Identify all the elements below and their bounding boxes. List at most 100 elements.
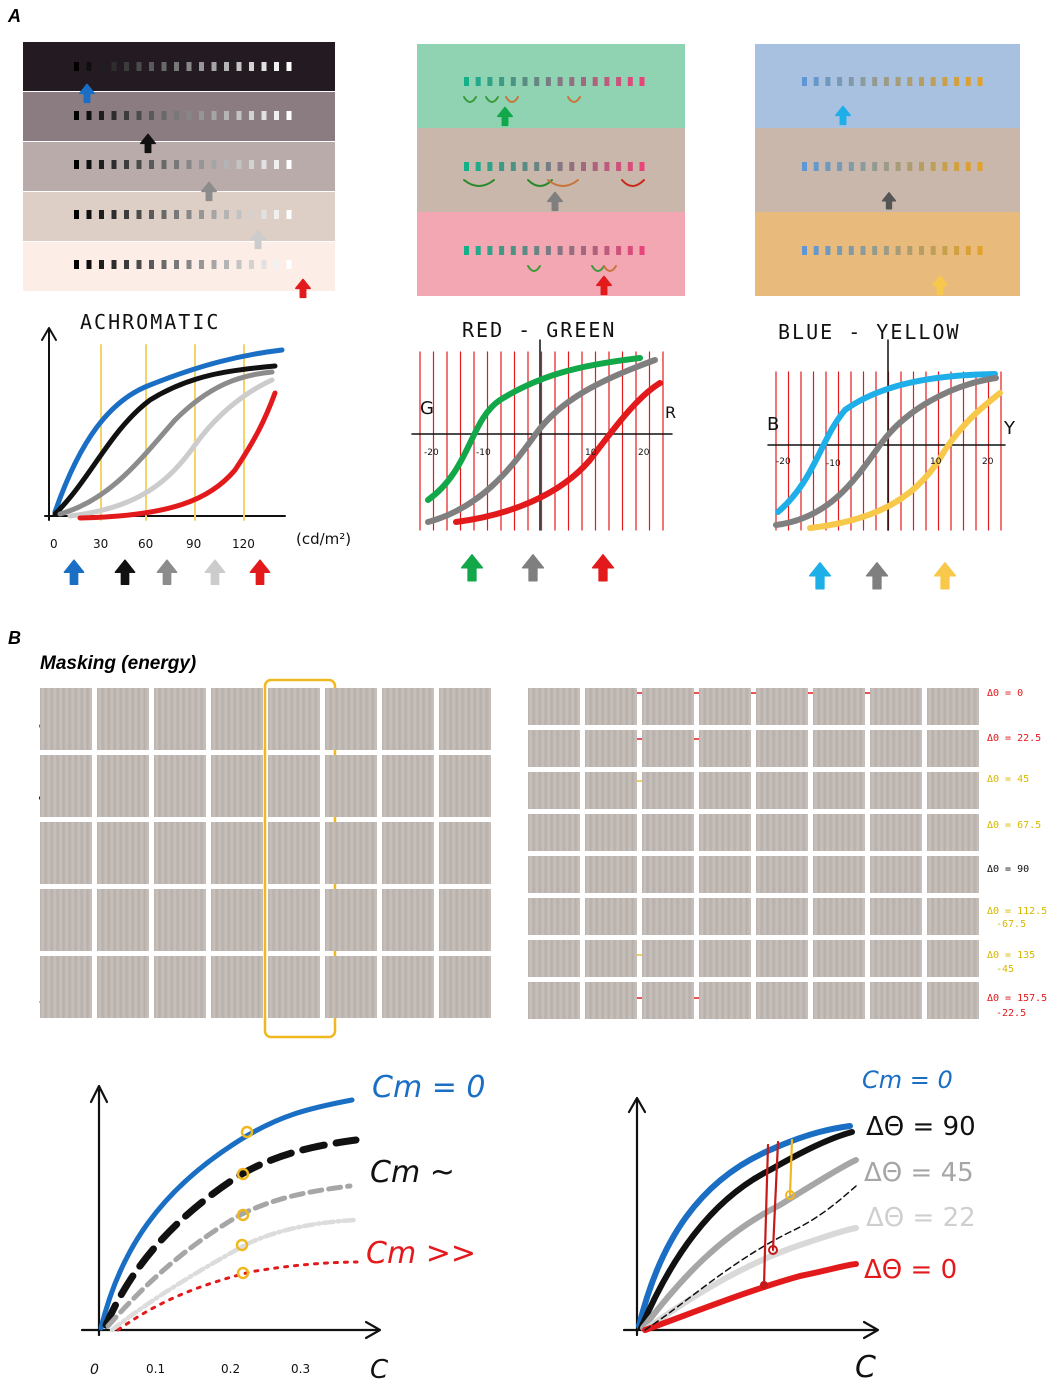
- orientation-grating-cell-r7-c5: [756, 940, 808, 977]
- achromatic-square-row2-11: [211, 111, 217, 120]
- right-x-axis-label: C: [855, 1350, 876, 1385]
- contrast-grating-cell-r1-c6: [325, 688, 377, 750]
- orientation-grating-cell-r3-c3: [642, 772, 694, 809]
- achromatic-square-row3-14: [249, 160, 254, 169]
- achromatic-square-row4-14: [249, 210, 254, 219]
- dtheta-label-22: ΔΘ = 22.5: [987, 733, 1042, 744]
- orientation-grating-cell-r3-c2: [585, 772, 637, 809]
- rg-square-row3-14: [627, 246, 633, 255]
- rg-square-row3-4: [510, 246, 516, 255]
- achromatic-square-row5-6: [149, 260, 154, 269]
- orientation-grating-cell-r7-c4: [699, 940, 751, 977]
- achromatic-square-row1-5: [136, 62, 142, 71]
- contrast-grating-cell-r3-c6: [325, 822, 377, 884]
- orientation-grating-cell-r7-c6: [813, 940, 865, 977]
- orientation-grating-cell-r2-c1: [528, 730, 580, 767]
- rg-square-row2-13: [616, 162, 622, 171]
- orientation-masking-grating-grid: [528, 688, 979, 1028]
- by-square-row2-4: [848, 162, 854, 171]
- rg-transition-arc-7: [547, 179, 579, 187]
- achromatic-curve-red: [77, 390, 278, 521]
- rg-square-row2-12: [604, 162, 610, 171]
- left-curve-lightgray: [109, 1217, 358, 1333]
- by-curve-blue: [775, 371, 998, 515]
- by-square-row3-8: [895, 246, 901, 255]
- by-square-row1-13: [954, 77, 960, 86]
- achromatic-square-row1-6: [149, 62, 154, 71]
- rg-transition-arc-1: [463, 96, 477, 103]
- contrast-grating-cell-r4-c1: [40, 889, 92, 951]
- rg-square-row1-9: [569, 77, 575, 86]
- by-square-row3-1: [813, 246, 819, 255]
- achromatic-square-row3-13: [236, 160, 242, 169]
- contrast-grating-cell-r4-c8: [439, 889, 491, 951]
- achromatic-square-row4-3: [111, 210, 117, 219]
- by-legend-arrow-blue: [808, 562, 832, 590]
- orientation-grating-cell-r6-c6: [813, 898, 865, 935]
- achromatic-square-row1-0: [74, 62, 79, 71]
- orientation-grating-cell-r1-c5: [756, 688, 808, 725]
- achromatic-square-row1-14: [249, 62, 254, 71]
- right-plot-y-arrowhead: [627, 1096, 647, 1114]
- achromatic-title: ACHROMATIC: [80, 310, 221, 334]
- rg-curve-green: [425, 355, 643, 503]
- achromatic-square-row2-0: [74, 111, 79, 120]
- orientation-grating-cell-r4-c2: [585, 814, 637, 851]
- achromatic-square-row4-11: [211, 210, 217, 219]
- rg-square-row3-5: [522, 246, 528, 255]
- by-square-row3-11: [930, 246, 936, 255]
- by-square-row1-1: [813, 77, 819, 86]
- achromatic-square-row5-2: [99, 260, 104, 269]
- by-square-row2-9: [907, 162, 913, 171]
- rg-square-row2-5: [522, 162, 528, 171]
- rg-transition-arc-8: [621, 179, 645, 187]
- achromatic-square-row1-8: [174, 62, 179, 71]
- orientation-grating-cell-r1-c7: [870, 688, 922, 725]
- contrast-grating-cell-r4-c7: [382, 889, 434, 951]
- dtheta-label-45: ΔΘ = 45: [987, 774, 1030, 785]
- by-arrow-mid: [881, 192, 897, 210]
- achromatic-xtick-60: 60: [138, 537, 154, 551]
- orientation-grating-cell-r4-c6: [813, 814, 865, 851]
- orientation-grating-cell-r5-c4: [699, 856, 751, 893]
- achromatic-square-row1-13: [236, 62, 242, 71]
- rg-square-row3-2: [487, 246, 493, 255]
- contrast-grating-cell-r5-c4: [211, 956, 263, 1018]
- achromatic-square-row5-10: [199, 260, 204, 269]
- achromatic-square-row4-0: [74, 210, 79, 219]
- left-curve-blue: [98, 1097, 355, 1331]
- achromatic-xtick-30: 30: [93, 537, 109, 551]
- orientation-grating-cell-r8-c1: [528, 982, 580, 1019]
- panel-a-label: A: [8, 6, 21, 26]
- rg-square-row3-0: [464, 246, 469, 255]
- achromatic-square-row1-4: [124, 62, 129, 71]
- rg-legend-arrow-red: [591, 554, 615, 582]
- right-curve-label-cm0: Cm = 0: [862, 1066, 953, 1094]
- achromatic-curve-gray: [57, 369, 275, 517]
- achromatic-legend-arrow-blue: [63, 559, 85, 585]
- achromatic-square-row2-16: [274, 111, 279, 120]
- by-square-row2-3: [837, 162, 843, 171]
- orientation-grating-cell-r2-c7: [870, 730, 922, 767]
- achromatic-square-row2-15: [261, 111, 267, 120]
- dtheta-label-135-alt: -45: [996, 964, 1015, 975]
- achromatic-square-row3-2: [99, 160, 104, 169]
- achromatic-square-row3-6: [149, 160, 154, 169]
- achromatic-xtick-120: 120: [232, 537, 255, 551]
- achromatic-square-row1-11: [211, 62, 217, 71]
- achromatic-square-row5-15: [261, 260, 267, 269]
- dtheta-label-112-alt: -67.5: [996, 919, 1027, 930]
- achromatic-stimulus-arrow-3: [201, 181, 217, 202]
- rg-square-row1-1: [475, 77, 481, 86]
- rg-square-row1-10: [581, 77, 586, 86]
- by-xtick-10: 10: [930, 457, 942, 467]
- achromatic-square-row4-17: [286, 210, 292, 219]
- rg-square-row2-7: [545, 162, 551, 171]
- by-square-row3-14: [965, 246, 971, 255]
- achromatic-square-row2-5: [136, 111, 142, 120]
- by-square-row3-13: [954, 246, 960, 255]
- rg-arrow-top: [497, 106, 513, 127]
- rg-square-row1-7: [545, 77, 551, 86]
- rg-right-label: R: [665, 403, 677, 422]
- orientation-grating-cell-r4-c5: [756, 814, 808, 851]
